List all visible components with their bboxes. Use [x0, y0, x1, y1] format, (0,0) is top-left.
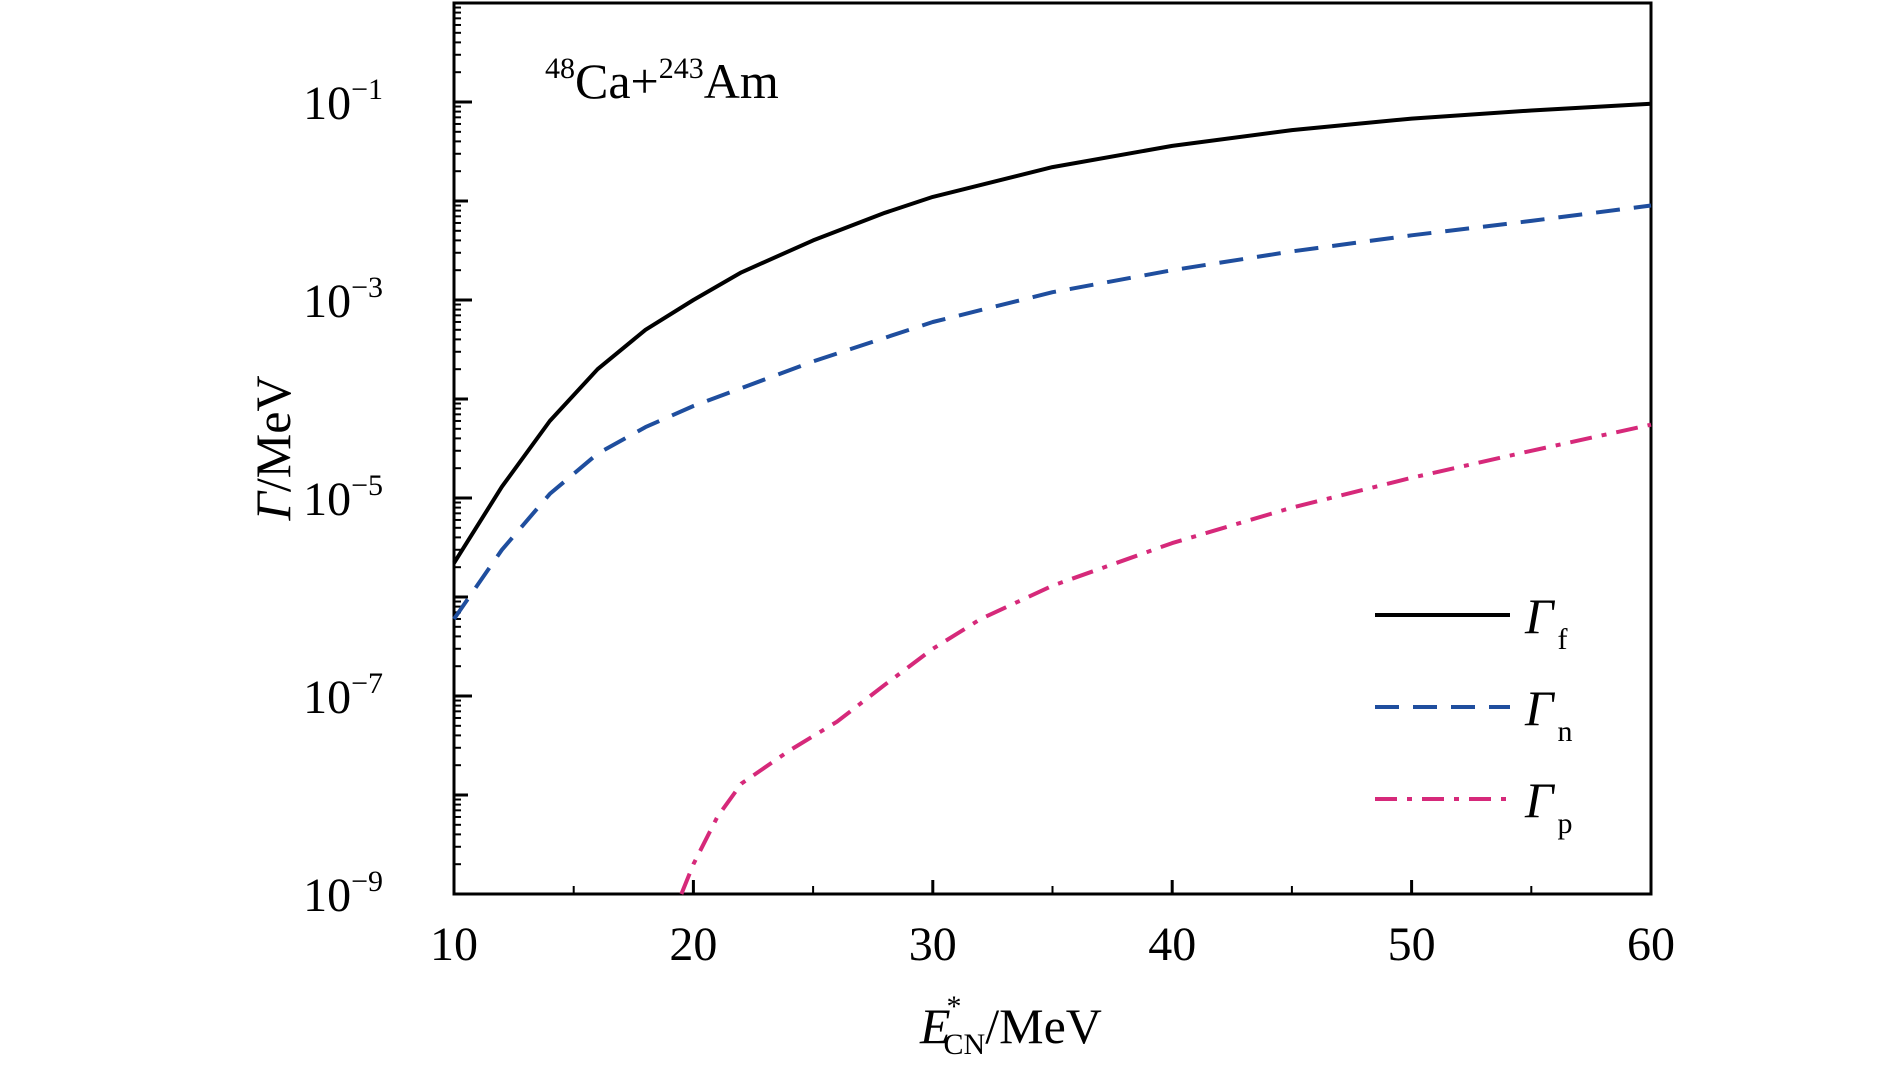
- x-axis-superscript: *: [947, 990, 962, 1023]
- x-tick-label-4: 50: [1388, 918, 1436, 971]
- y-tick-label-1: 10−3: [303, 271, 383, 328]
- y-axis-unit: /MeV: [245, 375, 301, 492]
- annotation-target-mass: 48: [545, 52, 575, 85]
- y-axis-symbol: Γ: [245, 490, 301, 522]
- x-axis-symbol: E: [919, 998, 951, 1054]
- y-tick-label-0: 10−1: [303, 73, 383, 130]
- x-tick-label-3: 40: [1148, 918, 1196, 971]
- x-axis-subscript: CN: [944, 1028, 986, 1061]
- annotation-projectile-mass: 243: [659, 52, 704, 85]
- y-tick-label-3: 10−7: [303, 667, 383, 724]
- y-tick-label-2: 10−5: [303, 469, 383, 526]
- series-line-n: [452, 203, 1652, 621]
- axis-ticks: 10 20 30 40 50 60 10−1 10−3 10−5 10−7 10−9: [303, 6, 1675, 971]
- y-tick-label-4: 10−9: [303, 865, 383, 922]
- x-tick-label-1: 20: [669, 918, 717, 971]
- x-axis-label: E* CN/MeV: [919, 990, 1102, 1061]
- annotation-target: Ca+: [575, 53, 659, 109]
- x-tick-label-2: 30: [909, 918, 957, 971]
- y-axis-label: Γ/MeV: [245, 375, 301, 521]
- plot-frame: [452, 1, 1653, 896]
- annotation-projectile: Am: [704, 53, 779, 109]
- series-line-p: [679, 422, 1652, 895]
- x-tick-label-5: 60: [1627, 918, 1675, 971]
- series-lines: [452, 101, 1652, 895]
- series-line-f: [452, 101, 1652, 565]
- x-axis-unit: /MeV: [985, 998, 1102, 1054]
- x-tick-label-0: 10: [430, 918, 478, 971]
- reaction-annotation: 48Ca+243Am: [545, 52, 779, 109]
